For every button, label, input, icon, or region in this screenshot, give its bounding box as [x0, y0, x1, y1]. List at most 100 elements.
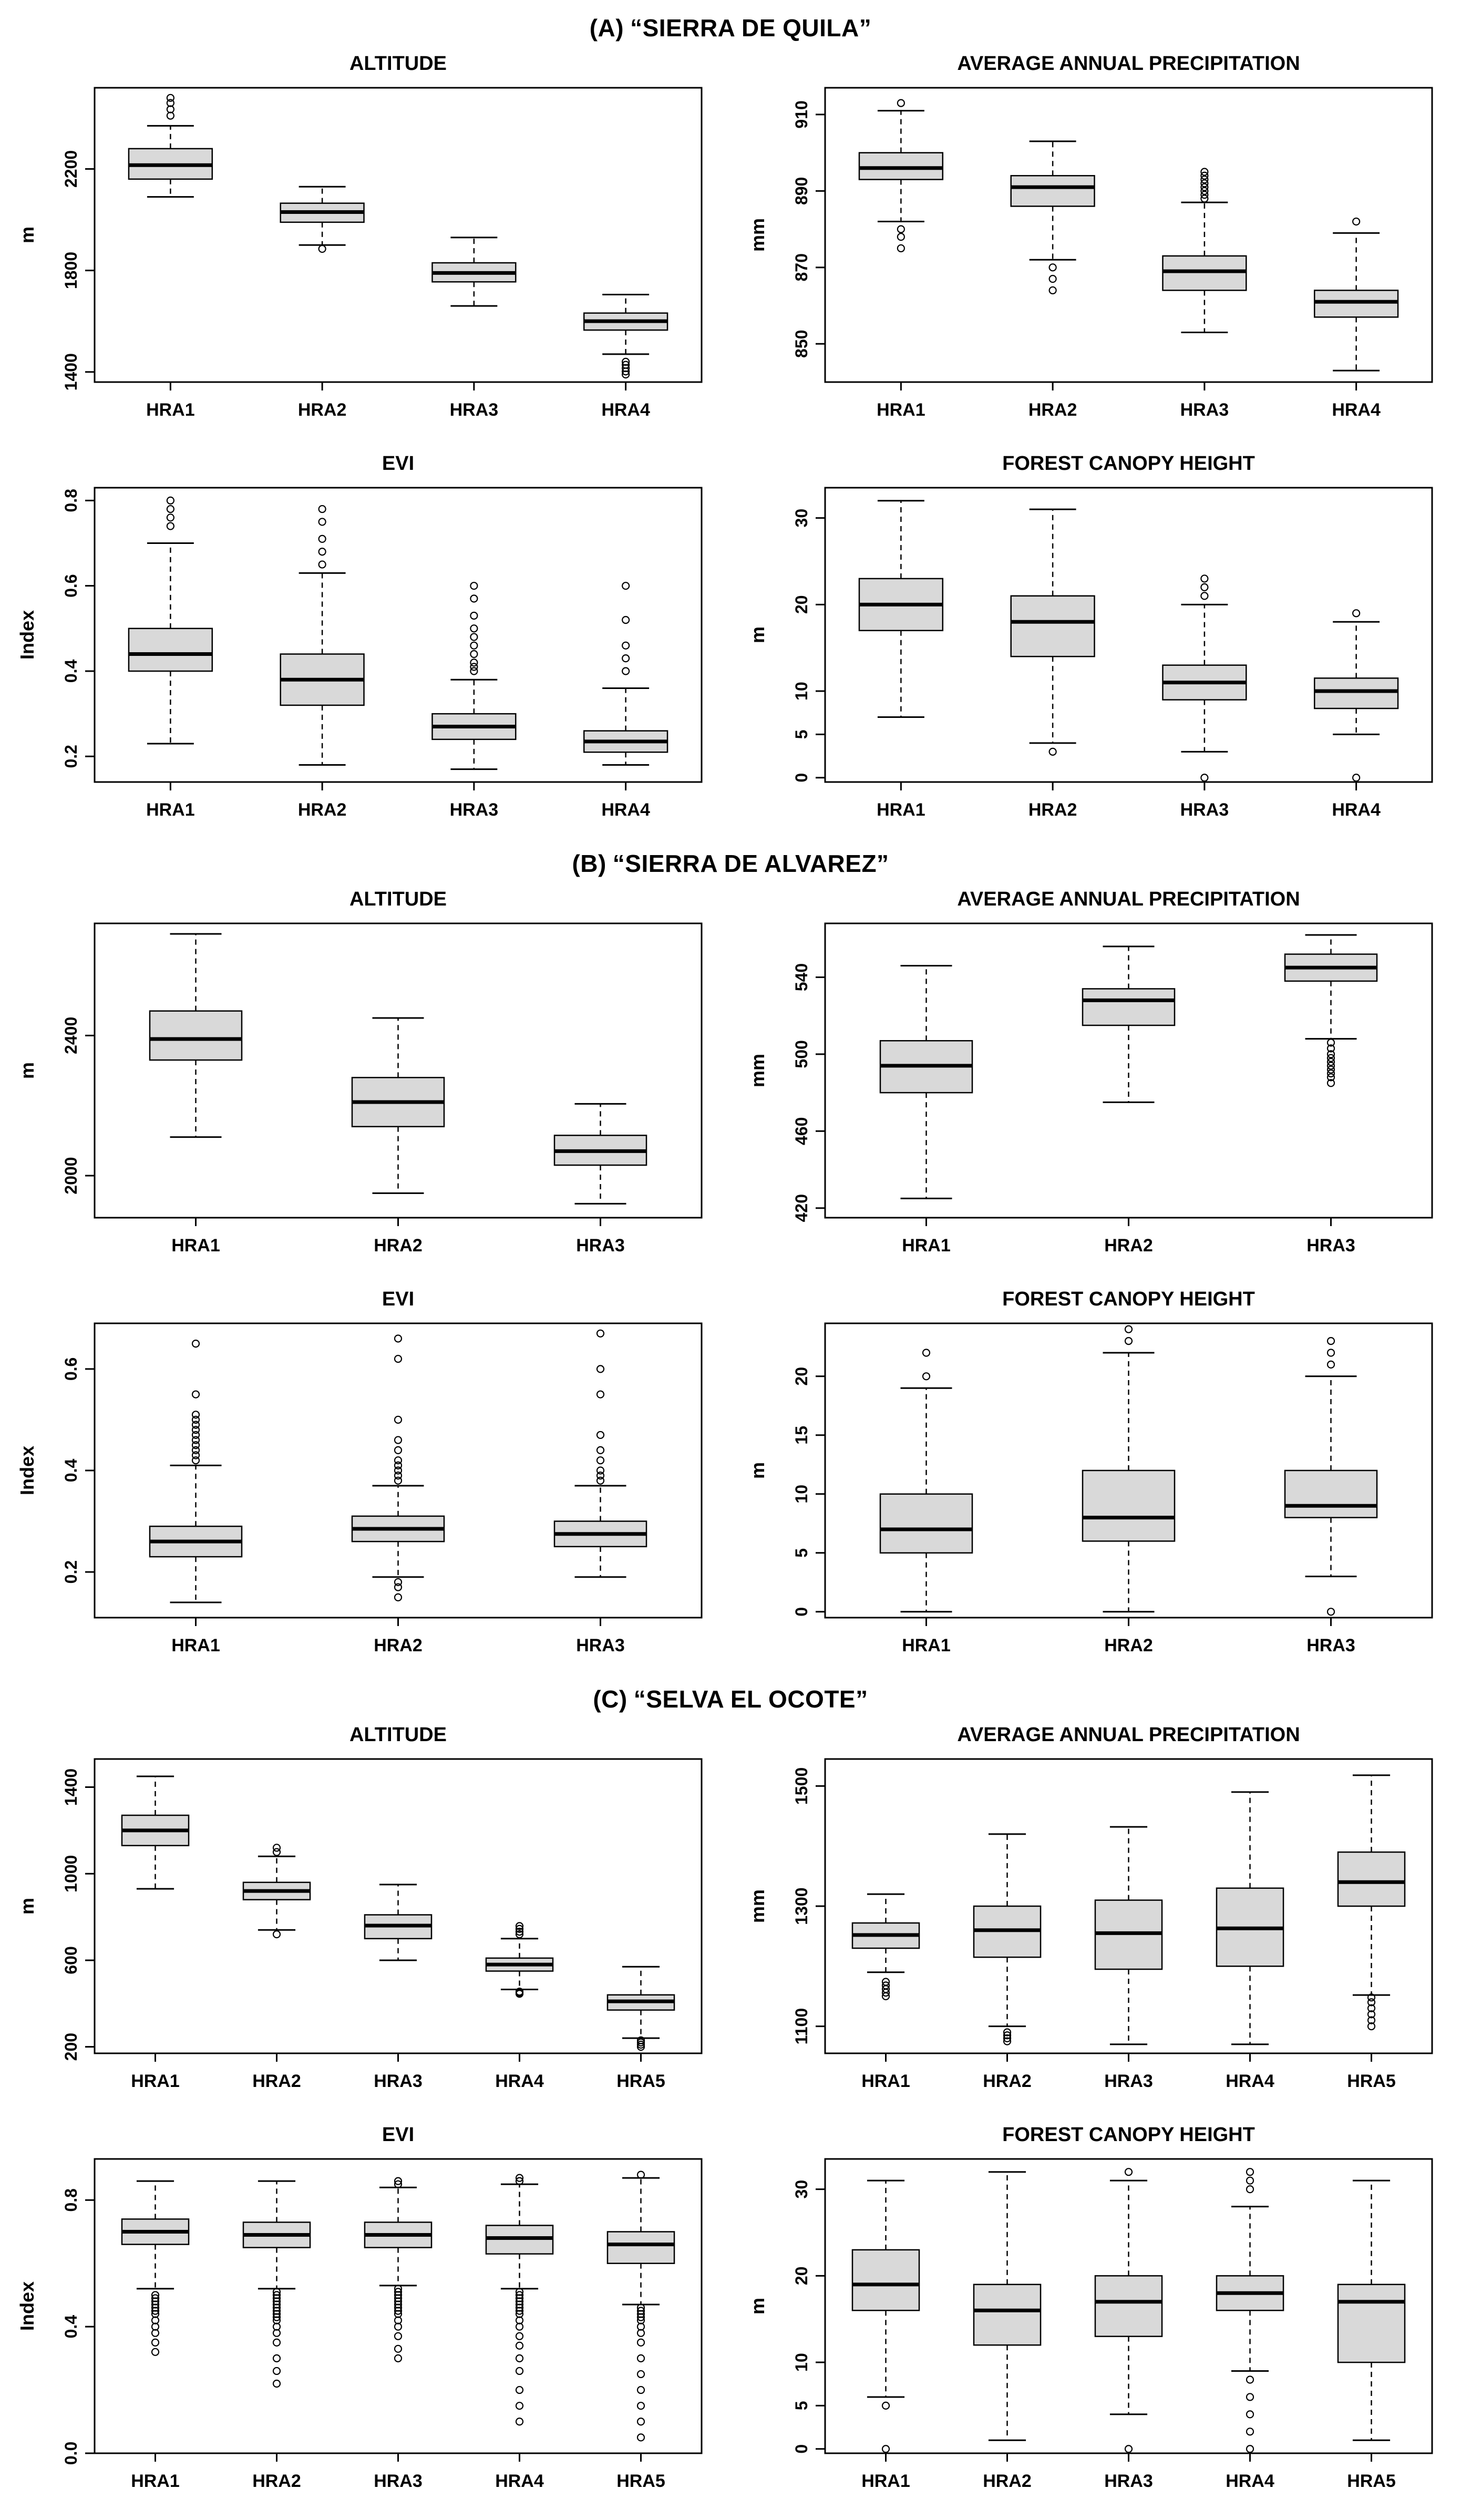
svg-text:HRA4: HRA4 — [1226, 2071, 1274, 2091]
svg-text:HRA1: HRA1 — [877, 800, 925, 820]
section-a-grid: ALTITUDE 1400 1800 2200 m HRA1 HRA2 HRA3 HRA4 A… — [0, 44, 1461, 844]
svg-text:0.0: 0.0 — [61, 2442, 80, 2465]
svg-text:1100: 1100 — [792, 2008, 811, 2044]
section-sierra-de-quila: (A) “SIERRA DE QUILA” ALTITUDE 1400 1800 22… — [0, 14, 1461, 844]
svg-text:HRA2: HRA2 — [298, 400, 347, 420]
svg-text:460: 460 — [792, 1117, 811, 1145]
svg-text:HRA2: HRA2 — [1104, 1636, 1153, 1655]
chart-cell-c-altitude: ALTITUDE 200 600 1000 1400 m HRA1 HRA2 HRA3 HRA4… — [0, 1715, 731, 2115]
svg-text:HRA3: HRA3 — [1306, 1236, 1355, 1256]
svg-text:HRA5: HRA5 — [616, 2071, 665, 2091]
section-b-title: “SIERRA DE ALVAREZ” — [612, 850, 889, 877]
boxplot-b-evi: 0.2 0.4 0.6 Index HRA1 HRA2 HRA3 — [16, 1322, 703, 1655]
svg-text:HRA1: HRA1 — [902, 1636, 951, 1655]
svg-text:0.6: 0.6 — [61, 574, 80, 597]
svg-text:0: 0 — [792, 2444, 811, 2454]
section-a-header: (A) “SIERRA DE QUILA” — [0, 14, 1461, 42]
svg-text:5: 5 — [792, 2401, 811, 2411]
section-a-label: (A) — [589, 14, 624, 42]
svg-text:m: m — [747, 626, 768, 643]
svg-text:10: 10 — [792, 682, 811, 701]
chart-cell-b-evi: EVI 0.2 0.4 0.6 Index HRA1 HRA2 HRA3 — [0, 1280, 731, 1680]
section-b-label: (B) — [572, 850, 606, 877]
svg-text:0.4: 0.4 — [61, 660, 80, 683]
chart-title-a-canopy-height: FOREST CANOPY HEIGHT — [1002, 452, 1255, 475]
svg-text:30: 30 — [792, 2180, 811, 2199]
svg-text:HRA3: HRA3 — [576, 1636, 625, 1655]
chart-cell-b-canopy-height: FOREST CANOPY HEIGHT 0 5 10 15 20 m HRA1 HRA2 HR… — [731, 1280, 1461, 1680]
svg-text:HRA1: HRA1 — [171, 1236, 220, 1256]
svg-text:HRA3: HRA3 — [1104, 2071, 1153, 2091]
svg-text:HRA2: HRA2 — [298, 800, 347, 820]
svg-text:HRA2: HRA2 — [983, 2471, 1032, 2491]
svg-text:mm: mm — [747, 1054, 768, 1087]
svg-text:2200: 2200 — [61, 150, 80, 188]
section-c-header: (C) “SELVA EL OCOTE” — [0, 1685, 1461, 1713]
svg-text:5: 5 — [792, 1548, 811, 1558]
svg-text:420: 420 — [792, 1194, 811, 1222]
svg-text:20: 20 — [792, 595, 811, 614]
svg-text:HRA3: HRA3 — [450, 800, 499, 820]
svg-text:HRA5: HRA5 — [1347, 2471, 1396, 2491]
svg-text:m: m — [747, 2298, 768, 2315]
svg-text:0.6: 0.6 — [61, 1357, 80, 1381]
section-c-grid: ALTITUDE 200 600 1000 1400 m HRA1 HRA2 HRA3 HRA4… — [0, 1715, 1461, 2515]
svg-text:HRA2: HRA2 — [1028, 800, 1077, 820]
section-b-grid: ALTITUDE 2000 2400 m HRA1 HRA2 HRA3 AVERAGE A… — [0, 880, 1461, 1680]
svg-text:HRA4: HRA4 — [1332, 800, 1381, 820]
boxplot-b-canopy-height: 0 5 10 15 20 m HRA1 HRA2 HRA3 — [747, 1322, 1433, 1655]
boxplot-a-canopy-height: 0 5 10 20 30 m HRA1 HRA2 HRA3 HRA4 — [747, 487, 1433, 820]
chart-title-a-precipitation: AVERAGE ANNUAL PRECIPITATION — [957, 53, 1300, 75]
svg-text:HRA2: HRA2 — [374, 1636, 423, 1655]
svg-text:2000: 2000 — [61, 1157, 80, 1194]
svg-text:HRA1: HRA1 — [131, 2071, 180, 2091]
boxplot-c-evi: 0.0 0.4 0.8 Index HRA1 HRA2 HRA3 HRA4 HRA5 — [16, 2158, 703, 2491]
svg-text:HRA5: HRA5 — [616, 2471, 665, 2491]
boxplot-figure: (A) “SIERRA DE QUILA” ALTITUDE 1400 1800 22… — [0, 14, 1461, 2515]
svg-text:HRA3: HRA3 — [1104, 2471, 1153, 2491]
svg-text:2400: 2400 — [61, 1017, 80, 1054]
svg-text:0.4: 0.4 — [61, 2315, 80, 2339]
svg-text:1500: 1500 — [792, 1767, 811, 1805]
svg-text:HRA3: HRA3 — [576, 1236, 625, 1256]
svg-text:HRA2: HRA2 — [252, 2471, 301, 2491]
svg-text:mm: mm — [747, 1889, 768, 1923]
boxplot-a-precipitation: 850 870 890 910 mm HRA1 HRA2 HRA3 HRA4 — [747, 87, 1433, 420]
svg-text:910: 910 — [792, 100, 811, 128]
section-selva-el-ocote: (C) “SELVA EL OCOTE” ALTITUDE 200 600 1000 1… — [0, 1685, 1461, 2515]
svg-text:HRA4: HRA4 — [601, 800, 650, 820]
chart-title-c-altitude: ALTITUDE — [349, 1724, 447, 1746]
svg-text:HRA3: HRA3 — [1306, 1636, 1355, 1655]
section-b-header: (B) “SIERRA DE ALVAREZ” — [0, 849, 1461, 878]
svg-text:15: 15 — [792, 1426, 811, 1445]
svg-text:HRA1: HRA1 — [146, 400, 195, 420]
boxplot-a-evi: 0.2 0.4 0.6 0.8 Index HRA1 HRA2 HRA3 HRA4 — [16, 487, 703, 820]
svg-text:0.8: 0.8 — [61, 2188, 80, 2212]
svg-text:HRA2: HRA2 — [252, 2071, 301, 2091]
boxplot-a-altitude: 1400 1800 2200 m HRA1 HRA2 HRA3 HRA4 — [16, 87, 703, 420]
svg-text:10: 10 — [792, 2353, 811, 2372]
svg-text:20: 20 — [792, 1367, 811, 1386]
svg-text:HRA1: HRA1 — [146, 800, 195, 820]
section-c-label: (C) — [593, 1685, 627, 1713]
svg-text:HRA3: HRA3 — [450, 400, 499, 420]
chart-title-c-evi: EVI — [382, 2124, 415, 2146]
svg-text:HRA4: HRA4 — [601, 400, 650, 420]
svg-text:HRA3: HRA3 — [1180, 400, 1229, 420]
svg-text:0: 0 — [792, 773, 811, 783]
chart-cell-c-precipitation: AVERAGE ANNUAL PRECIPITATION 1100 1300 150… — [731, 1715, 1461, 2115]
boxplot-c-altitude: 200 600 1000 1400 m HRA1 HRA2 HRA3 HRA4 HRA5 — [16, 1758, 703, 2091]
chart-title-c-precipitation: AVERAGE ANNUAL PRECIPITATION — [957, 1724, 1300, 1746]
section-sierra-de-alvarez: (B) “SIERRA DE ALVAREZ” ALTITUDE 2000 2400… — [0, 849, 1461, 1680]
svg-text:600: 600 — [61, 1946, 80, 1974]
svg-text:200: 200 — [61, 2033, 80, 2061]
svg-text:Index: Index — [16, 610, 38, 660]
chart-title-b-precipitation: AVERAGE ANNUAL PRECIPITATION — [957, 888, 1300, 910]
svg-text:mm: mm — [747, 218, 768, 252]
svg-text:m: m — [747, 1462, 768, 1479]
svg-text:20: 20 — [792, 2267, 811, 2286]
svg-text:HRA3: HRA3 — [1180, 800, 1229, 820]
svg-text:m: m — [16, 1062, 38, 1079]
svg-text:HRA4: HRA4 — [1332, 400, 1381, 420]
svg-text:HRA2: HRA2 — [1028, 400, 1077, 420]
